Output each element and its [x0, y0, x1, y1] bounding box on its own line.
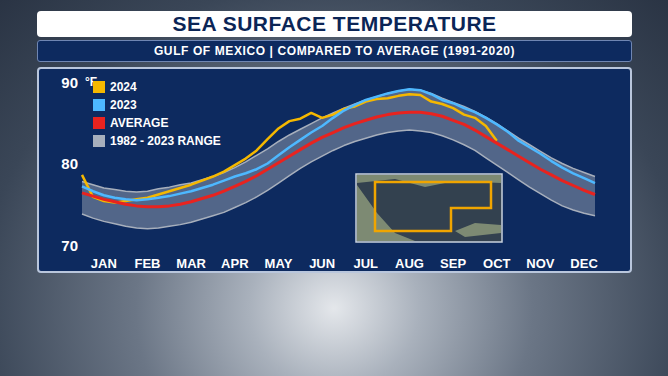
- svg-text:SEP: SEP: [440, 256, 466, 271]
- svg-text:°F: °F: [85, 75, 98, 89]
- svg-text:NOV: NOV: [526, 256, 555, 271]
- svg-text:MAR: MAR: [176, 256, 206, 271]
- svg-text:OCT: OCT: [483, 256, 511, 271]
- svg-text:2023: 2023: [110, 98, 137, 112]
- svg-text:APR: APR: [221, 256, 249, 271]
- svg-text:AVERAGE: AVERAGE: [110, 116, 168, 130]
- svg-text:JUN: JUN: [309, 256, 335, 271]
- svg-text:MAY: MAY: [265, 256, 293, 271]
- svg-text:JAN: JAN: [91, 256, 117, 271]
- svg-text:90: 90: [61, 74, 78, 91]
- svg-text:AUG: AUG: [395, 256, 424, 271]
- svg-text:80: 80: [61, 155, 78, 172]
- html-text:GULF OF MEXICO | COMPARED TO A: GULF OF MEXICO | COMPARED TO AVERAGE (19…: [153, 44, 515, 58]
- html-text:SEA SURFACE TEMPERATURE: SEA SURFACE TEMPERATURE: [172, 12, 497, 35]
- svg-text:70: 70: [61, 237, 78, 254]
- svg-text:1982 - 2023 RANGE: 1982 - 2023 RANGE: [110, 134, 221, 148]
- svg-text:2024: 2024: [110, 80, 137, 94]
- svg-text:JUL: JUL: [354, 256, 379, 271]
- svg-text:FEB: FEB: [134, 256, 160, 271]
- svg-text:DEC: DEC: [570, 256, 598, 271]
